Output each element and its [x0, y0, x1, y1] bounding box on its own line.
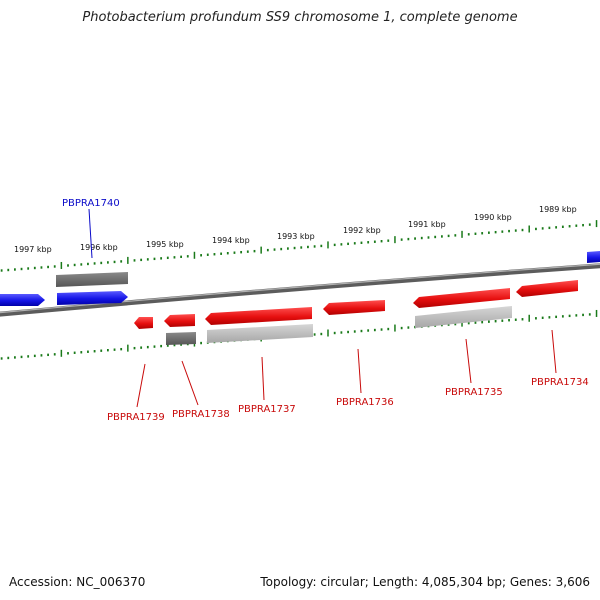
outer-scale-ticks [0, 220, 598, 272]
reverse-gene-arrow[interactable] [413, 288, 510, 308]
gene-label-PBPRA1737[interactable]: PBPRA1737 [238, 404, 296, 415]
forward-gene-arrow[interactable] [57, 291, 128, 305]
reverse-gene-arrow[interactable] [134, 317, 153, 329]
gene-label-PBPRA1740[interactable]: PBPRA1740 [62, 198, 120, 209]
scale-label-1993: 1993 kbp [277, 232, 315, 241]
scale-label-1990: 1990 kbp [474, 213, 512, 222]
gene-label-PBPRA1739[interactable]: PBPRA1739 [107, 412, 165, 423]
scale-label-1997: 1997 kbp [14, 245, 52, 254]
leader-line-PBPRA1738 [181, 360, 199, 406]
scale-label-1995: 1995 kbp [146, 240, 184, 249]
chromosome-backbone-highlight [0, 263, 600, 314]
scale-label-1992: 1992 kbp [343, 226, 381, 235]
reverse-gene-arrow[interactable] [164, 314, 195, 327]
leader-line-PBPRA1734 [551, 329, 557, 374]
feature-bar-light[interactable] [207, 324, 313, 343]
map-title: Photobacterium profundum SS9 chromosome … [82, 10, 518, 25]
scale-label-1989: 1989 kbp [539, 205, 577, 214]
reverse-gene-arrow[interactable] [516, 280, 578, 297]
gene-label-PBPRA1735[interactable]: PBPRA1735 [445, 387, 503, 398]
chromosome-backbone [0, 263, 600, 317]
feature-bar-light[interactable] [415, 306, 512, 328]
leader-line-PBPRA1736 [357, 348, 362, 394]
accession-text: Accession: NC_006370 [9, 575, 146, 589]
leader-line-PBPRA1740 [88, 208, 93, 259]
leader-line-PBPRA1737 [261, 356, 265, 401]
gene-label-PBPRA1738[interactable]: PBPRA1738 [172, 409, 230, 420]
forward-gene-arrow[interactable] [587, 251, 600, 263]
feature-bar-dark[interactable] [56, 272, 128, 287]
reverse-gene-arrow[interactable] [205, 307, 312, 325]
reverse-gene-arrow[interactable] [323, 300, 385, 315]
leader-line-PBPRA1735 [465, 338, 472, 384]
leader-line-PBPRA1739 [136, 363, 146, 408]
scale-label-1994: 1994 kbp [212, 236, 250, 245]
gene-label-PBPRA1736[interactable]: PBPRA1736 [336, 397, 394, 408]
scale-label-1991: 1991 kbp [408, 220, 446, 229]
topology-text: Topology: circular; Length: 4,085,304 bp… [260, 575, 590, 589]
forward-gene-arrow[interactable] [0, 294, 45, 306]
feature-bar-dark[interactable] [166, 332, 196, 345]
scale-label-1996: 1996 kbp [80, 243, 118, 252]
gene-label-PBPRA1734[interactable]: PBPRA1734 [531, 377, 589, 388]
